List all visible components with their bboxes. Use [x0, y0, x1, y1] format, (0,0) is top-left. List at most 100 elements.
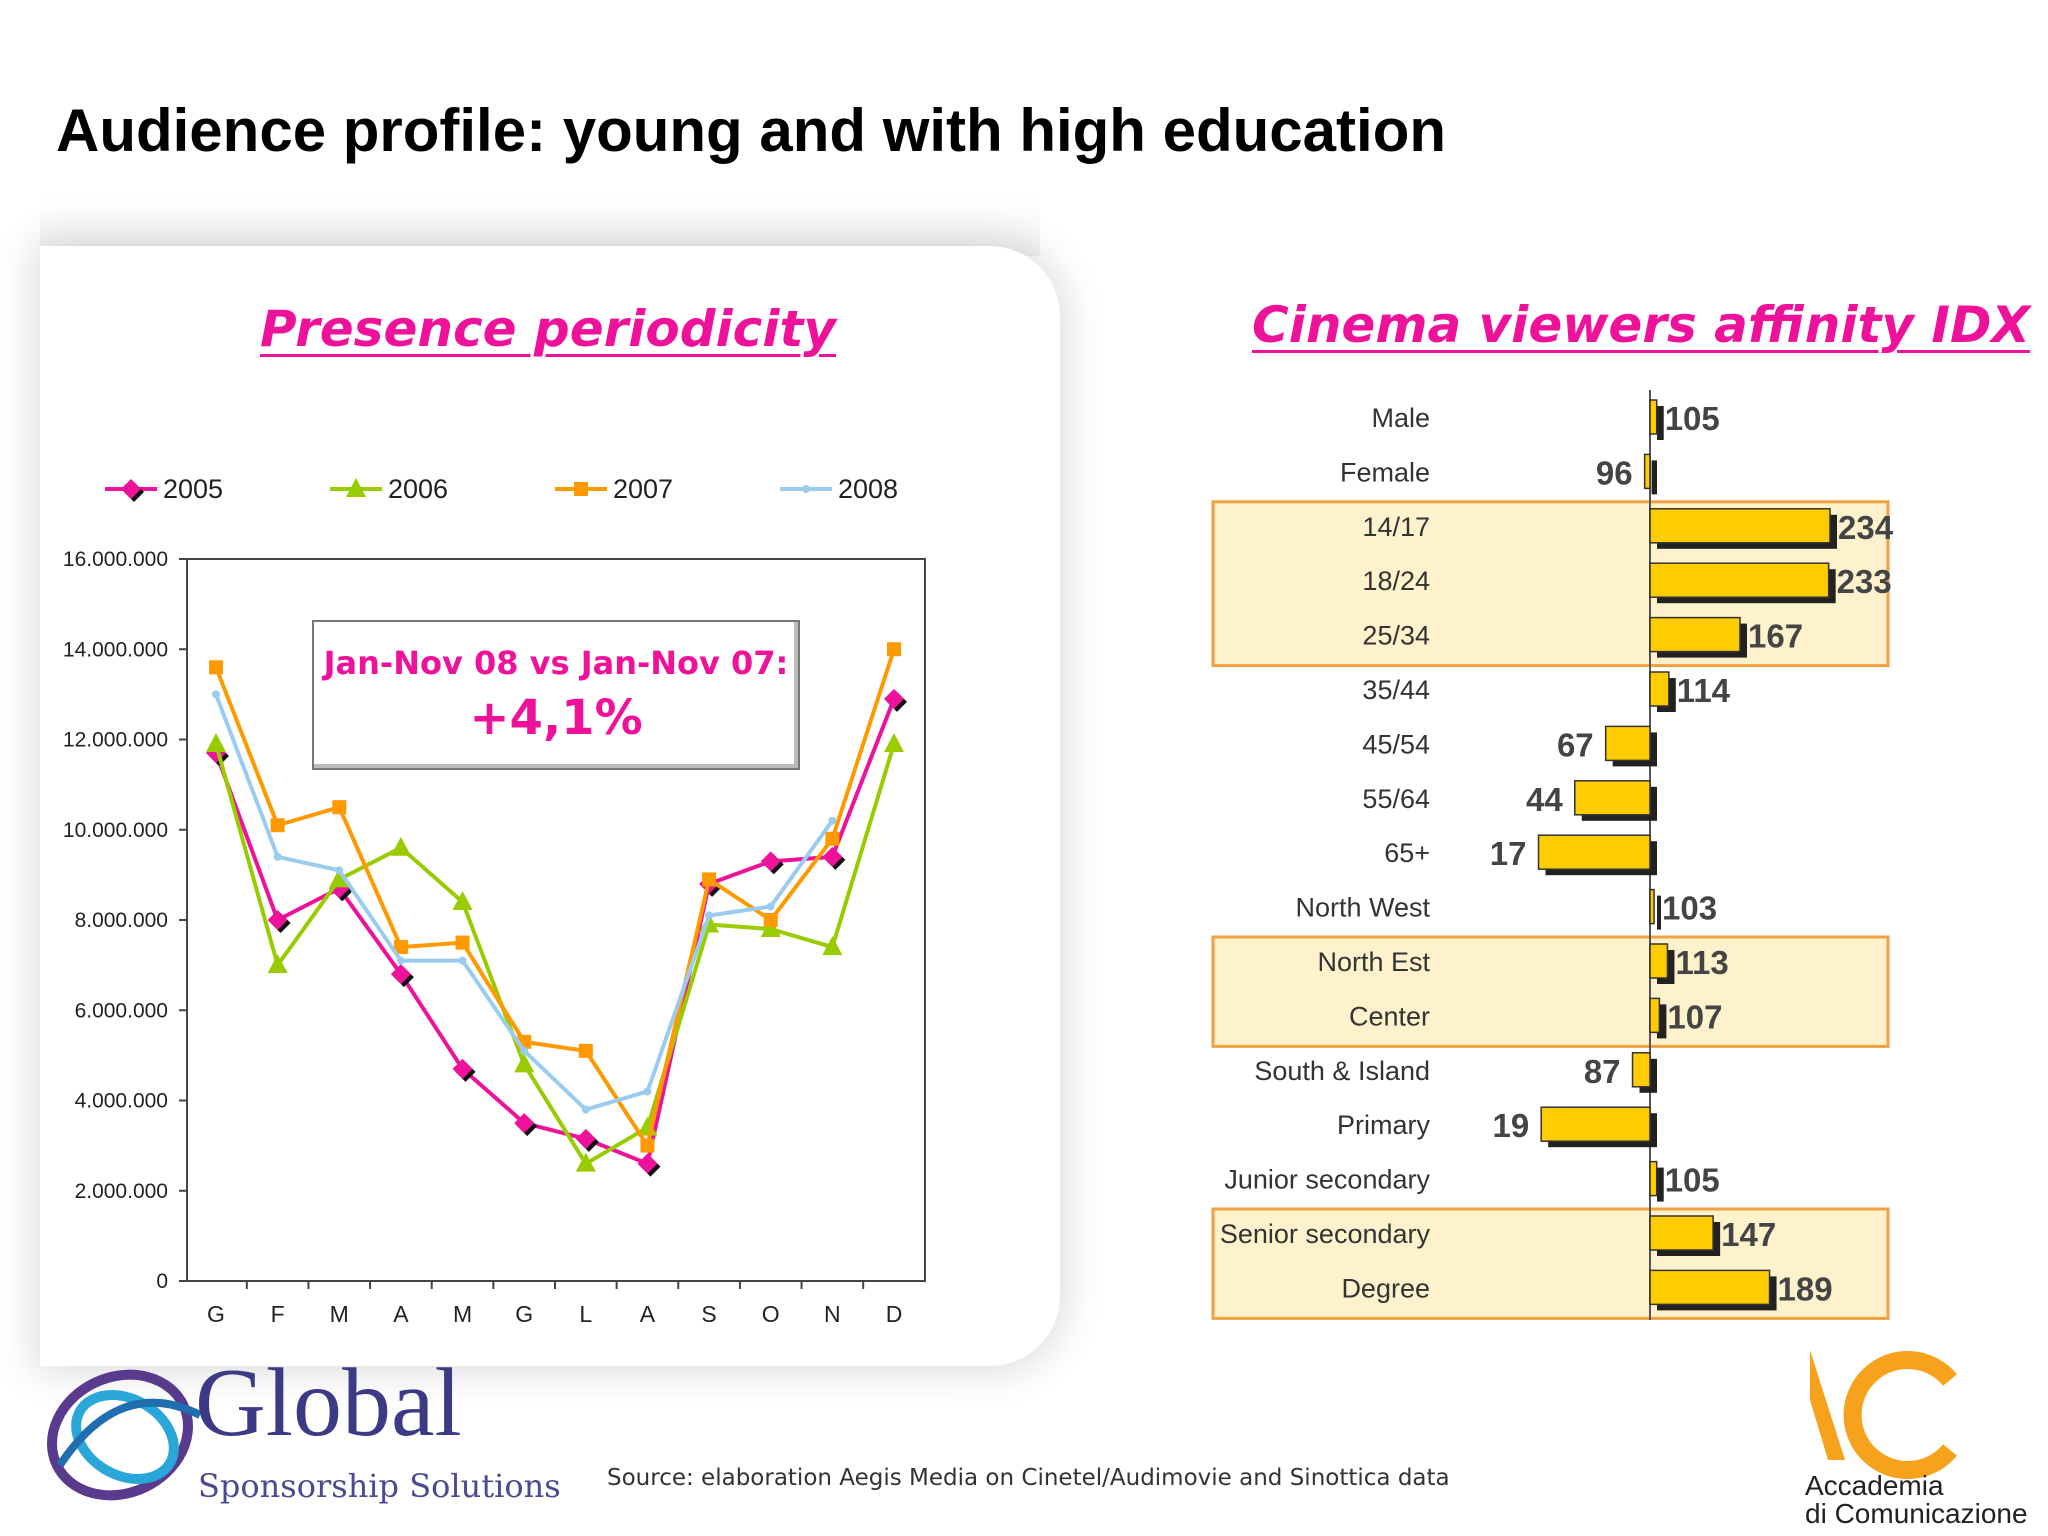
y-tick-label: 0 [156, 1270, 168, 1293]
bar [1649, 616, 1741, 653]
bar [1649, 997, 1661, 1034]
bar [1649, 943, 1669, 979]
point-2007 [887, 642, 901, 657]
point-2007 [270, 818, 285, 833]
category-label: 14/17 [1362, 512, 1430, 542]
value-label: 105 [1665, 1162, 1720, 1199]
series-line-2006 [214, 743, 896, 1166]
point-2006 [452, 890, 473, 910]
bar-shadow [1657, 895, 1662, 930]
point-2007 [332, 800, 347, 815]
point-2007 [393, 940, 408, 955]
accademia-logo-c-shape [1843, 1351, 1957, 1479]
category-label: 45/54 [1362, 729, 1430, 759]
y-tick-label: 10.000.000 [63, 819, 168, 842]
bar [1649, 508, 1831, 544]
accademia-logo: Accademia di Comunicazione [1805, 1350, 2028, 1529]
category-label: North Est [1317, 947, 1430, 977]
bar [1574, 780, 1651, 816]
point-2005 [452, 1058, 473, 1079]
bar [1649, 888, 1655, 925]
x-tick-label: M [453, 1301, 472, 1327]
bar [1649, 399, 1658, 435]
x-tick-label: G [207, 1301, 225, 1327]
category-label: Junior secondary [1224, 1165, 1430, 1195]
category-label: Female [1340, 457, 1430, 487]
point-2006 [822, 936, 843, 956]
point-2006 [760, 918, 781, 938]
point-2008 [396, 956, 405, 965]
bar [1649, 562, 1830, 598]
x-tick-label: N [824, 1301, 841, 1327]
point-2008 [458, 956, 467, 965]
bar [1649, 1269, 1771, 1306]
point-2007 [702, 872, 717, 887]
point-2008 [705, 911, 714, 920]
bar [1540, 1106, 1651, 1142]
y-tick-label: 12.000.000 [63, 729, 168, 752]
point-2006 [206, 733, 226, 753]
point-2005 [267, 910, 288, 930]
legend-marker-2007 [574, 482, 588, 496]
point-2005 [514, 1113, 535, 1134]
line-chart-title: Presence periodicity [260, 300, 836, 358]
category-label: South & Island [1254, 1056, 1430, 1086]
series-line-2007 [214, 648, 896, 1148]
global-logo-wordmark: Global [195, 1349, 462, 1457]
growth-callout: Jan-Nov 08 vs Jan-Nov 07: +4,1% [312, 620, 800, 770]
category-label: 65+ [1384, 838, 1430, 868]
bar-shadow [1651, 460, 1657, 495]
callout-period-label: Jan-Nov 08 vs Jan-Nov 07: [323, 644, 789, 682]
global-logo-tagline: Sponsorship Solutions [198, 1467, 561, 1505]
category-label: North West [1295, 893, 1430, 923]
global-logo: Global Sponsorship Solutions [46, 1349, 561, 1505]
point-2006 [514, 1053, 535, 1073]
global-logo-swirl-outer [46, 1369, 194, 1501]
legend-label-2006: 2006 [388, 474, 448, 504]
point-2008 [212, 690, 220, 699]
category-label: Center [1349, 1001, 1430, 1031]
value-label: 114 [1677, 672, 1731, 709]
y-tick-label: 8.000.000 [75, 909, 168, 932]
value-label: 147 [1721, 1216, 1776, 1253]
point-2006 [884, 733, 904, 753]
point-2007 [825, 831, 840, 846]
point-2007 [455, 935, 470, 950]
point-2008 [643, 1087, 652, 1096]
x-tick-label: G [515, 1301, 533, 1327]
y-tick-label: 4.000.000 [75, 1090, 168, 1113]
value-label: 167 [1748, 618, 1803, 655]
accademia-logo-a-shape [1810, 1350, 1845, 1460]
point-2005 [822, 846, 843, 867]
value-label: 103 [1662, 890, 1717, 927]
category-label: 55/64 [1362, 784, 1430, 814]
bar-chart-title: Cinema viewers affinity IDX [1252, 296, 2031, 354]
category-label: Primary [1337, 1110, 1430, 1140]
page-title: Audience profile: young and with high ed… [56, 97, 1446, 164]
x-tick-label: M [330, 1301, 349, 1327]
bar-shadow [1657, 1167, 1664, 1202]
source-note: Source: elaboration Aegis Media on Cinet… [607, 1465, 1450, 1491]
bar [1631, 1052, 1651, 1088]
bar [1537, 834, 1651, 870]
x-tick-label: D [886, 1301, 903, 1327]
category-label: Degree [1341, 1273, 1430, 1303]
value-label: 87 [1584, 1053, 1621, 1090]
x-tick-label: A [393, 1301, 409, 1327]
bar [1649, 671, 1670, 707]
point-2007 [209, 660, 223, 675]
category-label: 35/44 [1362, 675, 1430, 705]
x-tick-label: L [579, 1301, 592, 1327]
point-2008 [828, 816, 837, 825]
bar-shadow [1657, 1004, 1667, 1039]
y-tick-label: 2.000.000 [75, 1180, 168, 1203]
y-tick-label: 16.000.000 [63, 548, 168, 571]
bar-shadow [1657, 406, 1664, 440]
value-label: 44 [1526, 781, 1563, 818]
y-tick-label: 6.000.000 [75, 999, 168, 1022]
accademia-logo-line1: Accademia [1805, 1470, 1944, 1501]
point-2008 [520, 1046, 529, 1055]
legend-label-2007: 2007 [613, 474, 673, 504]
x-tick-label: O [762, 1301, 780, 1327]
